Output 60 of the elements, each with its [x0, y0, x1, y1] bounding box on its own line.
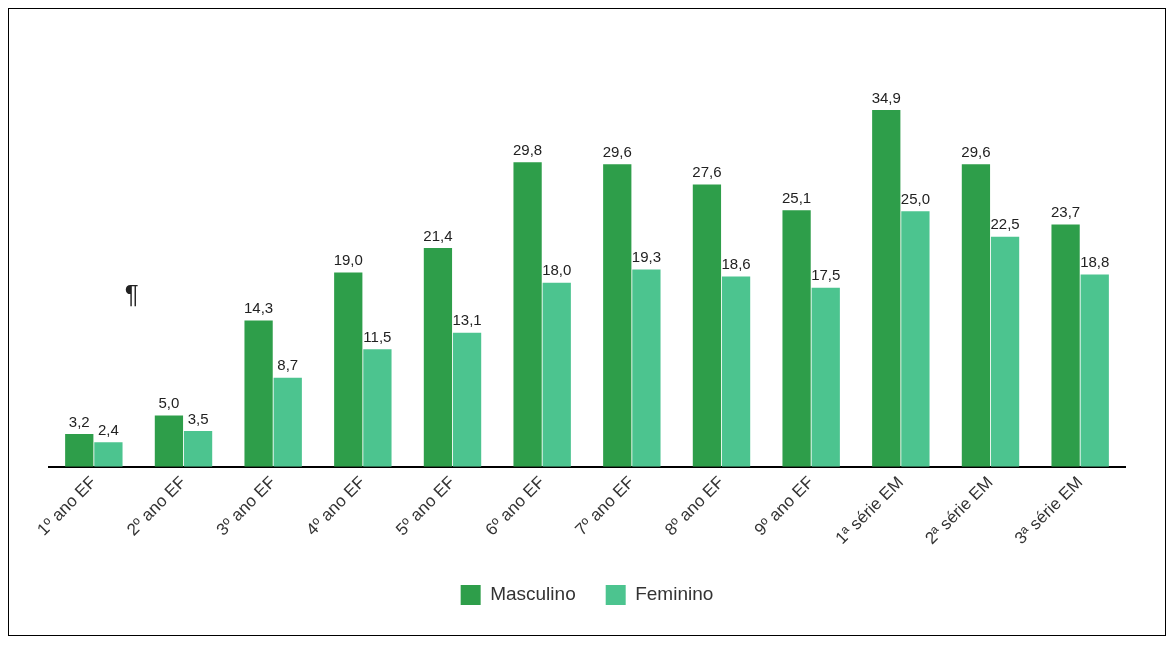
bar: [1051, 224, 1080, 467]
data-label: 19,3: [631, 248, 662, 266]
bar: [603, 164, 632, 467]
x-tick-label: 1º ano EF: [33, 472, 100, 540]
data-label: 8,7: [277, 356, 299, 374]
bar: [542, 282, 571, 467]
x-tick-label: 7º ano EF: [571, 472, 638, 540]
x-tick-label: 3º ano EF: [212, 472, 280, 540]
bar: [990, 236, 1020, 467]
data-label: 5,0: [158, 394, 180, 412]
data-label: 2,4: [97, 420, 119, 438]
bar: [513, 162, 542, 467]
data-label: 18,0: [542, 261, 572, 279]
bar: [961, 164, 991, 467]
bar: [183, 430, 213, 467]
bar: [273, 377, 302, 467]
data-label: 29,6: [602, 142, 632, 160]
bar: [1080, 274, 1109, 467]
bar: [632, 269, 661, 467]
bar: [334, 272, 363, 467]
data-label: 25,0: [900, 189, 931, 207]
data-label: 3,2: [68, 412, 90, 430]
x-tick-label: 5º ano EF: [392, 472, 459, 540]
data-label: 19,0: [333, 251, 363, 269]
x-tick-label: 6º ano EF: [481, 472, 549, 540]
bar: [721, 276, 751, 467]
bar: [901, 211, 930, 467]
data-label: 13,1: [452, 311, 482, 329]
x-tick-label: 8º ano EF: [661, 472, 728, 540]
data-label: 29,6: [961, 142, 991, 160]
legend-label: Masculino: [490, 583, 576, 605]
data-label: 27,6: [692, 163, 722, 181]
data-label: 18,6: [721, 255, 751, 273]
data-label: 18,8: [1080, 253, 1110, 271]
x-tick-label: 4º ano EF: [302, 472, 369, 540]
bar: [692, 184, 722, 467]
x-tick-label: 9º ano EF: [750, 472, 818, 540]
data-label: 23,7: [1050, 203, 1081, 221]
data-label: 29,8: [512, 140, 543, 158]
data-label: 34,9: [871, 88, 901, 106]
bar: [65, 433, 94, 467]
data-label: 14,3: [243, 299, 274, 317]
data-label: 21,4: [423, 226, 453, 244]
data-label: 25,1: [781, 188, 812, 206]
legend-label: Feminino: [635, 583, 714, 605]
x-tick-label: 2º ano EF: [123, 472, 190, 540]
bar: [423, 247, 453, 467]
bar: [452, 332, 482, 467]
bar: [363, 349, 392, 467]
bar: [811, 287, 840, 467]
bar: [154, 415, 184, 467]
bar: [244, 320, 273, 467]
annotation: ¶: [124, 279, 139, 310]
bar: [872, 110, 901, 467]
bar: [94, 442, 123, 467]
bar: [782, 210, 811, 467]
data-label: 3,5: [187, 409, 209, 427]
data-label: 17,5: [811, 266, 841, 284]
data-label: 22,5: [990, 215, 1020, 233]
data-label: 11,5: [363, 327, 392, 345]
